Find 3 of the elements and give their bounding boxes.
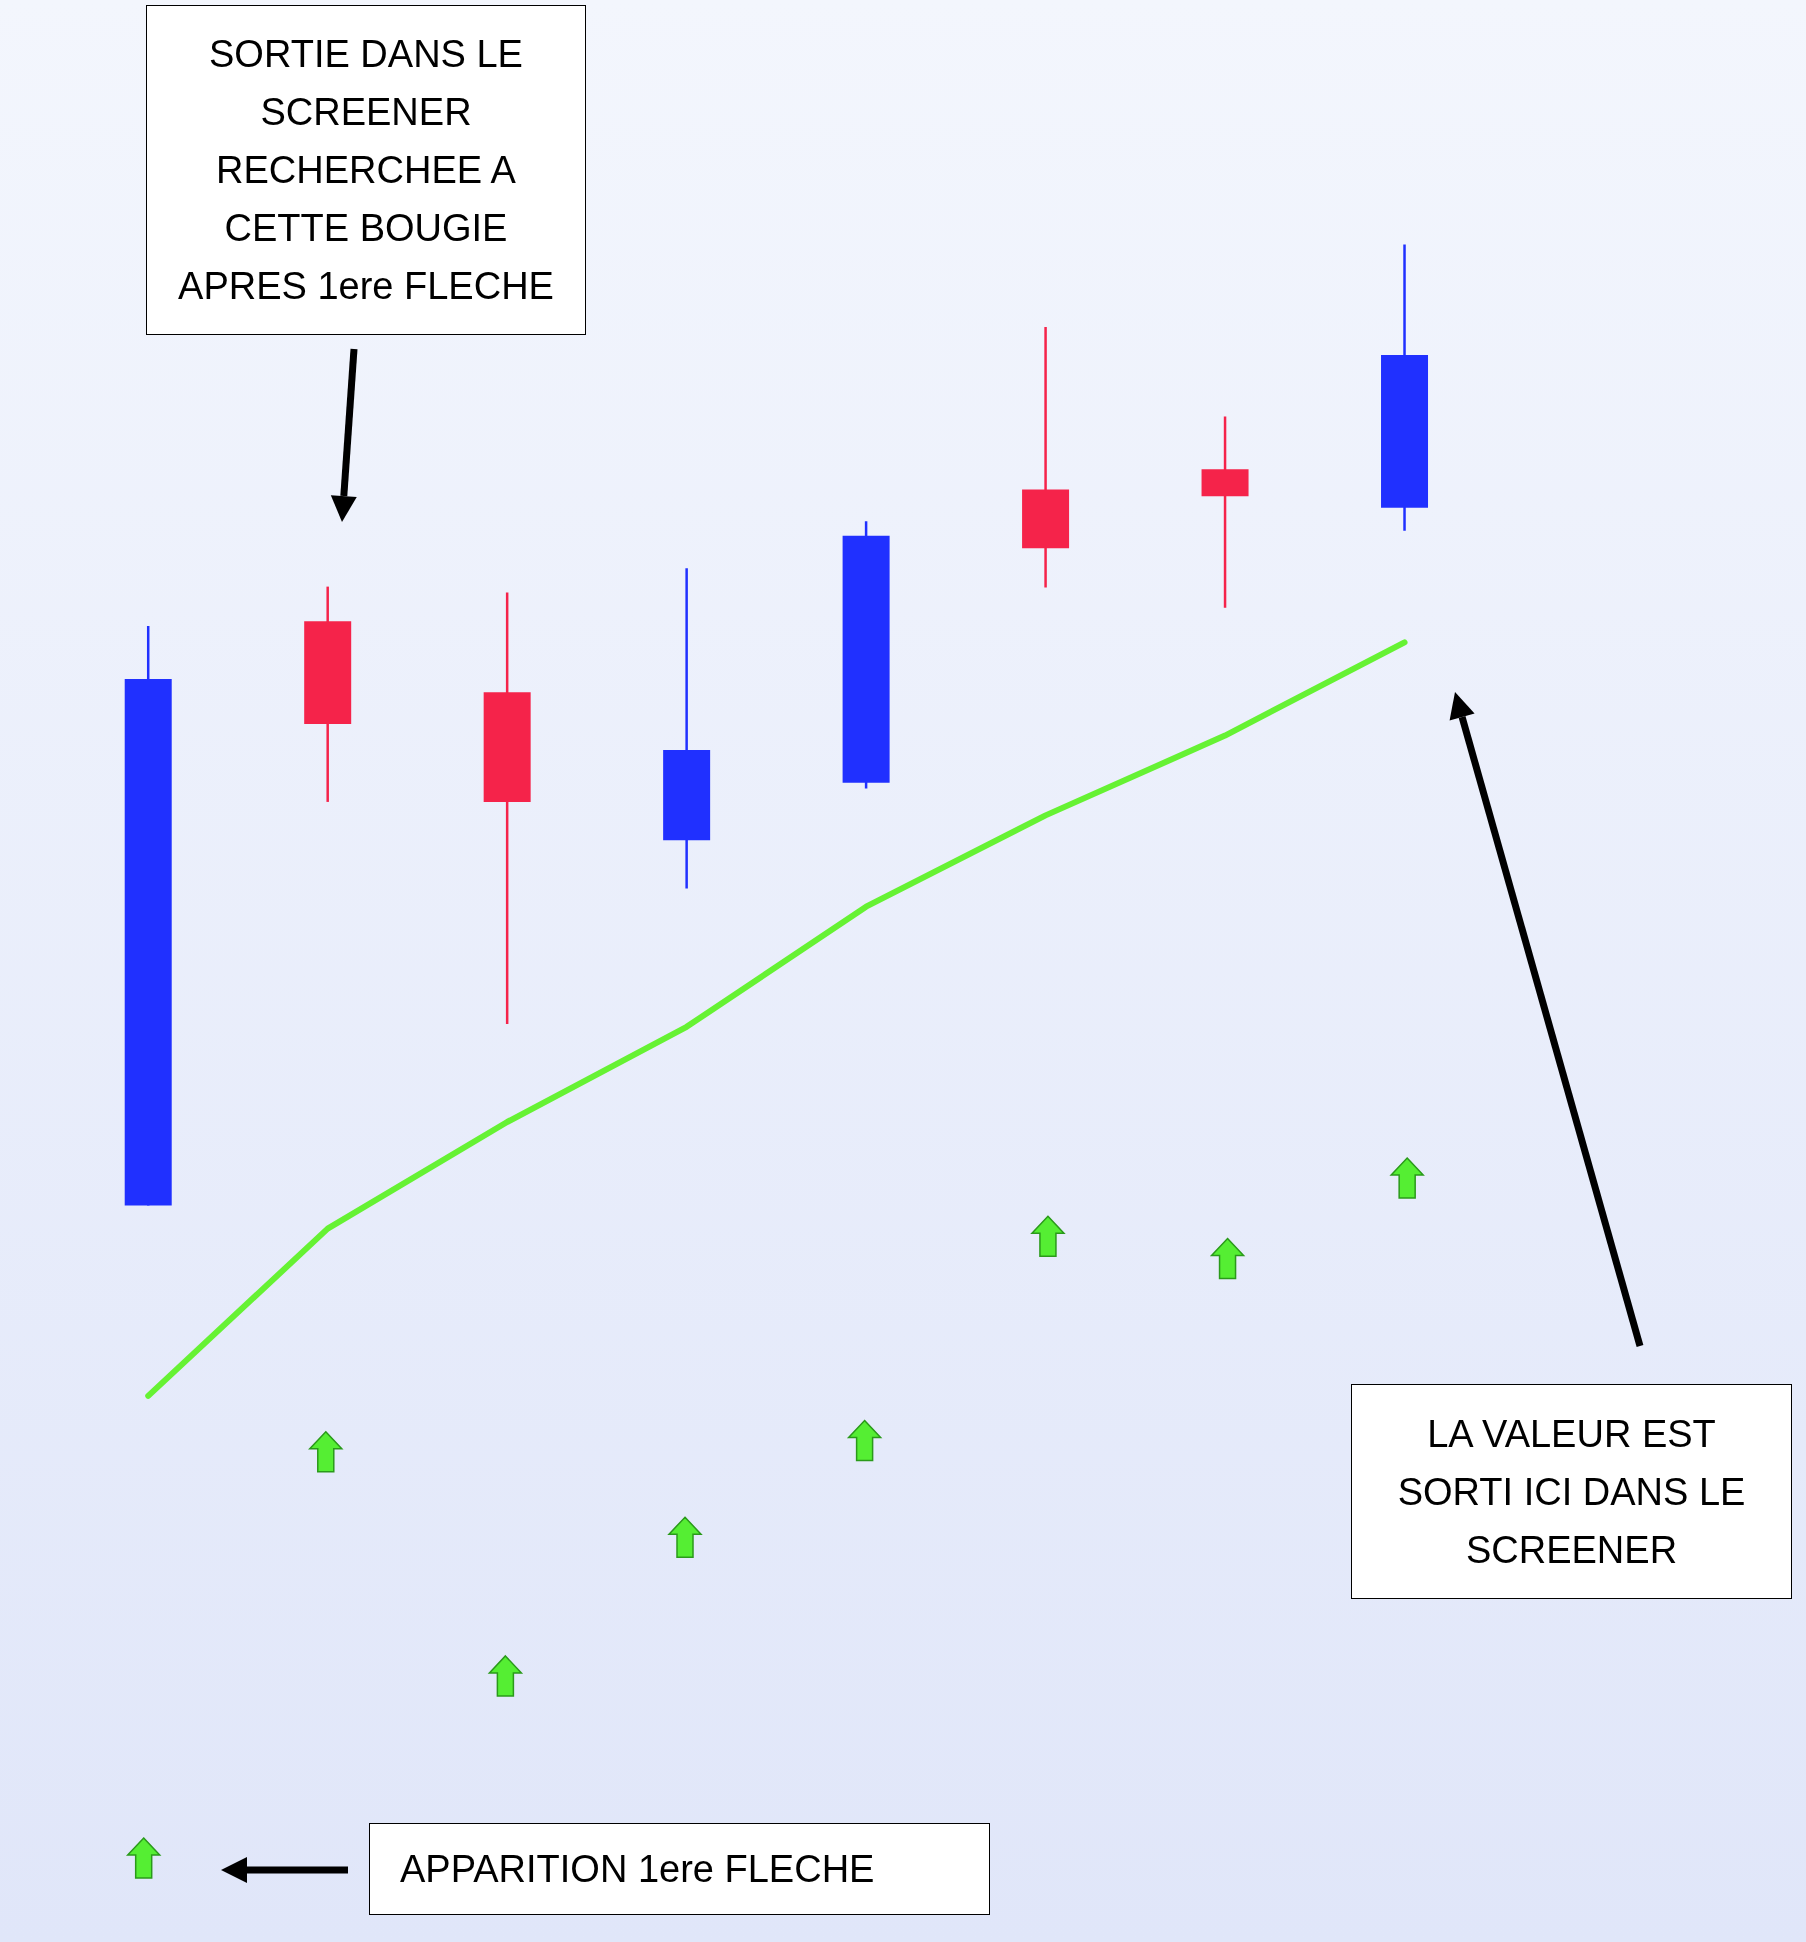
- text: LA VALEUR EST SORTI ICI DANS LE SCREENER: [1351, 1384, 1792, 1599]
- annotation: SORTIE DANS LE SCREENER RECHERCHEE A CETTE BOUGIE APRES 1ere FLECHE: [146, 5, 586, 335]
- text: APPARITION 1ere FLECHE: [369, 1823, 990, 1915]
